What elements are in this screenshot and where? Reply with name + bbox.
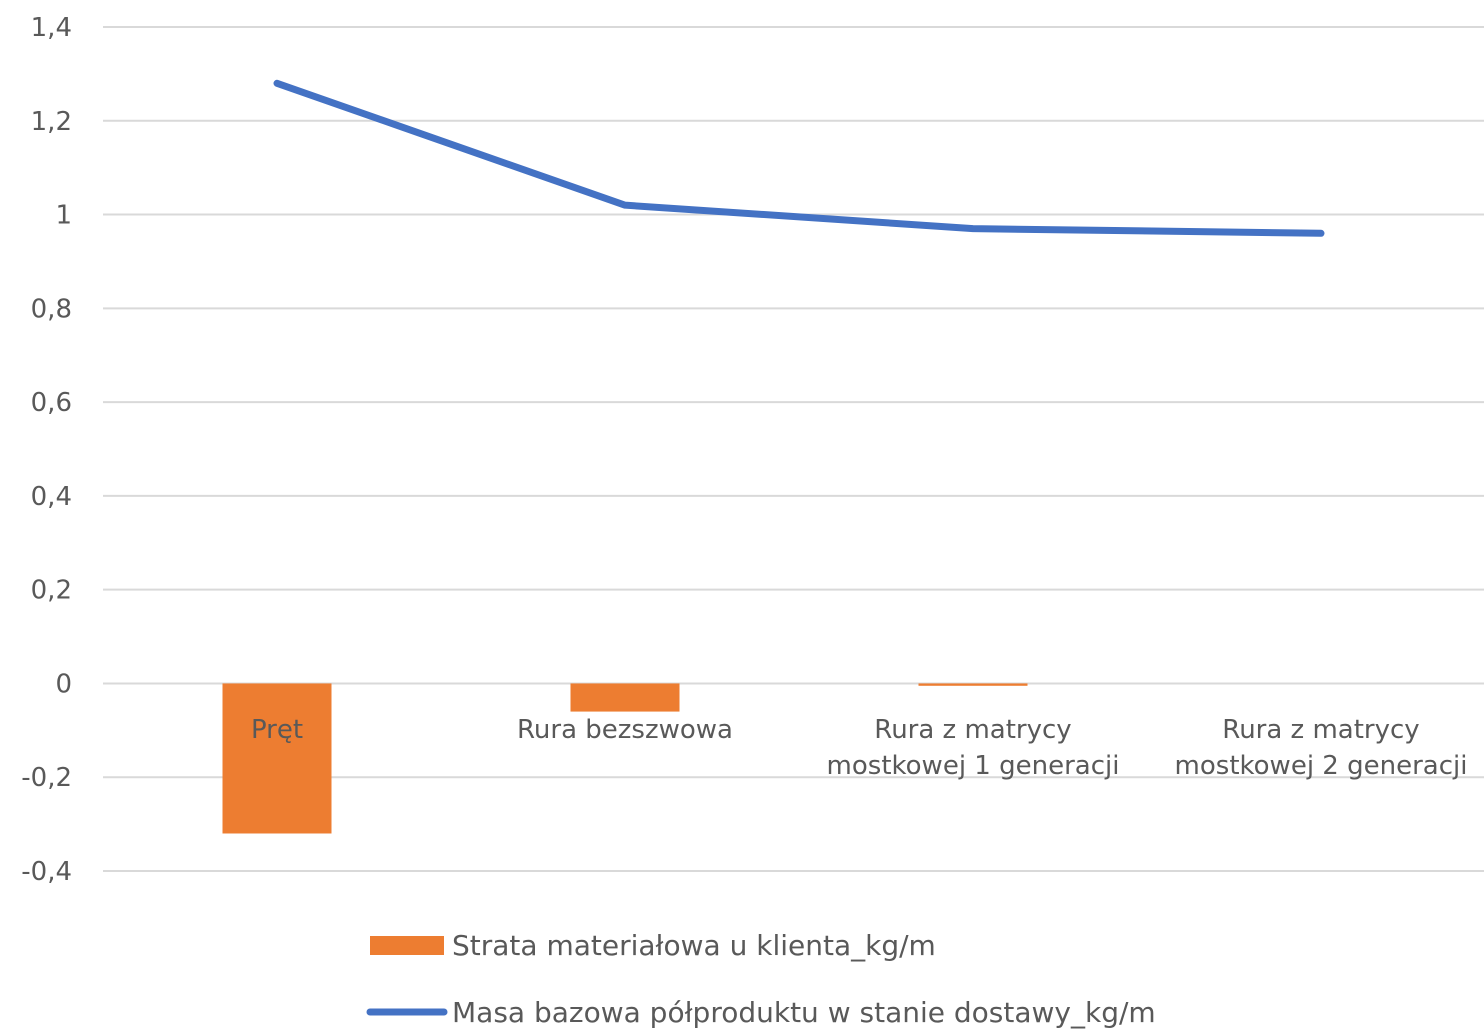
legend-label-bar: Strata materiałowa u klienta_kg/m [452,929,936,962]
y-axis-tick-labels: -0,4 -0,2 0 0,2 0,4 0,6 0,8 1 1,2 1,4 [21,13,72,887]
category-labels: Pręt Rura bezszwowa Rura z matrycy mostkowe… [251,715,1468,781]
category-label-line: Pręt [251,715,303,745]
legend-label-line: Masa bazowa półproduktu w stanie dostawy… [452,996,1156,1029]
category-label: Rura z matrycy mostkowej 1 generacji [827,715,1120,781]
category-label-line: Rura z matrycy [1222,715,1419,745]
y-tick-label: -0,4 [21,857,72,887]
legend-swatch-bar [370,936,444,955]
y-tick-label: 0 [55,669,72,699]
y-tick-label: 0,4 [31,482,72,512]
y-tick-label: 0,2 [31,576,72,606]
y-tick-label: -0,2 [21,763,72,793]
bar-series [222,683,1028,834]
category-label-line: Rura bezszwowa [517,715,733,745]
category-label: Pręt [251,715,303,745]
bar [918,683,1028,686]
series-line [273,79,1325,237]
gridlines [103,26,1484,872]
y-tick-label: 0,8 [31,294,72,324]
bar [570,683,680,712]
category-label-line: mostkowej 2 generacji [1175,751,1468,781]
legend: Strata materiałowa u klienta_kg/m Masa ba… [366,929,1156,1029]
y-tick-label: 1,4 [31,13,72,43]
line-series [273,79,1325,237]
category-label-line: mostkowej 1 generacji [827,751,1120,781]
category-label: Rura z matrycy mostkowej 2 generacji [1175,715,1468,781]
category-label: Rura bezszwowa [517,715,733,745]
y-tick-label: 1,2 [31,107,72,137]
y-tick-label: 1 [55,201,72,231]
bar [222,683,332,834]
y-tick-label: 0,6 [31,388,72,418]
category-label-line: Rura z matrycy [874,715,1071,745]
